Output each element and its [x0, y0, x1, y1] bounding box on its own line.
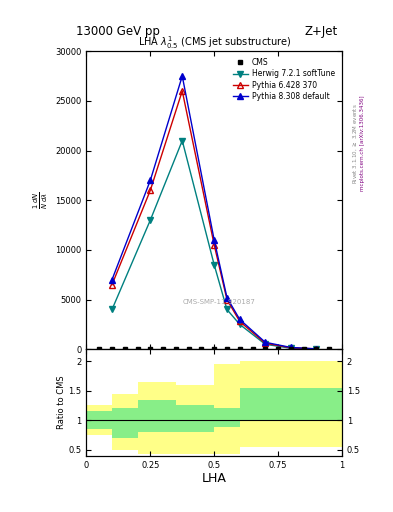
Herwig 7.2.1 softTune [110, 306, 114, 312]
CMS [263, 346, 268, 352]
CMS [225, 346, 230, 352]
Pythia 6.428 370 [288, 345, 293, 351]
X-axis label: LHA: LHA [202, 472, 227, 485]
CMS [97, 346, 101, 352]
Text: 13000 GeV pp: 13000 GeV pp [76, 26, 160, 38]
Pythia 6.428 370 [212, 242, 217, 248]
Pythia 8.308 default [263, 339, 268, 346]
CMS [212, 346, 217, 352]
CMS [199, 346, 204, 352]
CMS [250, 346, 255, 352]
Line: Herwig 7.2.1 softTune: Herwig 7.2.1 softTune [109, 138, 319, 352]
Pythia 6.428 370 [314, 346, 319, 352]
Text: Z+Jet: Z+Jet [305, 26, 338, 38]
Pythia 6.428 370 [180, 88, 185, 94]
CMS [174, 346, 178, 352]
Line: Pythia 8.308 default: Pythia 8.308 default [109, 73, 319, 352]
Herwig 7.2.1 softTune [314, 346, 319, 352]
Herwig 7.2.1 softTune [148, 217, 152, 223]
Pythia 8.308 default [180, 73, 185, 79]
CMS [148, 346, 152, 352]
CMS [327, 346, 332, 352]
Pythia 8.308 default [237, 316, 242, 323]
CMS [161, 346, 165, 352]
Line: Pythia 6.428 370: Pythia 6.428 370 [109, 88, 319, 352]
Pythia 8.308 default [288, 345, 293, 351]
Text: CMS-SMP-11-920187: CMS-SMP-11-920187 [183, 298, 256, 305]
CMS [237, 346, 242, 352]
Pythia 8.308 default [110, 276, 114, 283]
Herwig 7.2.1 softTune [263, 341, 268, 347]
Herwig 7.2.1 softTune [288, 345, 293, 351]
Pythia 6.428 370 [225, 296, 230, 303]
CMS [276, 346, 281, 352]
Title: LHA $\lambda^{1}_{0.5}$ (CMS jet substructure): LHA $\lambda^{1}_{0.5}$ (CMS jet substru… [138, 34, 291, 51]
Line: CMS: CMS [97, 347, 332, 352]
Pythia 6.428 370 [148, 187, 152, 194]
CMS [288, 346, 293, 352]
Pythia 8.308 default [212, 237, 217, 243]
CMS [135, 346, 140, 352]
Pythia 8.308 default [314, 346, 319, 352]
Pythia 6.428 370 [263, 340, 268, 346]
Herwig 7.2.1 softTune [180, 138, 185, 144]
CMS [110, 346, 114, 352]
CMS [301, 346, 306, 352]
Text: Rivet 3.1.10, $\geq$ 3.2M events: Rivet 3.1.10, $\geq$ 3.2M events [352, 103, 359, 184]
CMS [123, 346, 127, 352]
Pythia 6.428 370 [237, 318, 242, 325]
Text: mcplots.cern.ch [arXiv:1306.3436]: mcplots.cern.ch [arXiv:1306.3436] [360, 96, 365, 191]
Herwig 7.2.1 softTune [225, 306, 230, 312]
Herwig 7.2.1 softTune [212, 262, 217, 268]
Legend: CMS, Herwig 7.2.1 softTune, Pythia 6.428 370, Pythia 8.308 default: CMS, Herwig 7.2.1 softTune, Pythia 6.428… [230, 55, 338, 104]
Pythia 6.428 370 [110, 282, 114, 288]
Y-axis label: Ratio to CMS: Ratio to CMS [57, 376, 66, 429]
CMS [186, 346, 191, 352]
Y-axis label: $\frac{1}{N}\frac{dN}{d\lambda}$: $\frac{1}{N}\frac{dN}{d\lambda}$ [31, 191, 50, 209]
CMS [314, 346, 319, 352]
Pythia 8.308 default [225, 294, 230, 301]
Pythia 8.308 default [148, 177, 152, 183]
Herwig 7.2.1 softTune [237, 322, 242, 328]
